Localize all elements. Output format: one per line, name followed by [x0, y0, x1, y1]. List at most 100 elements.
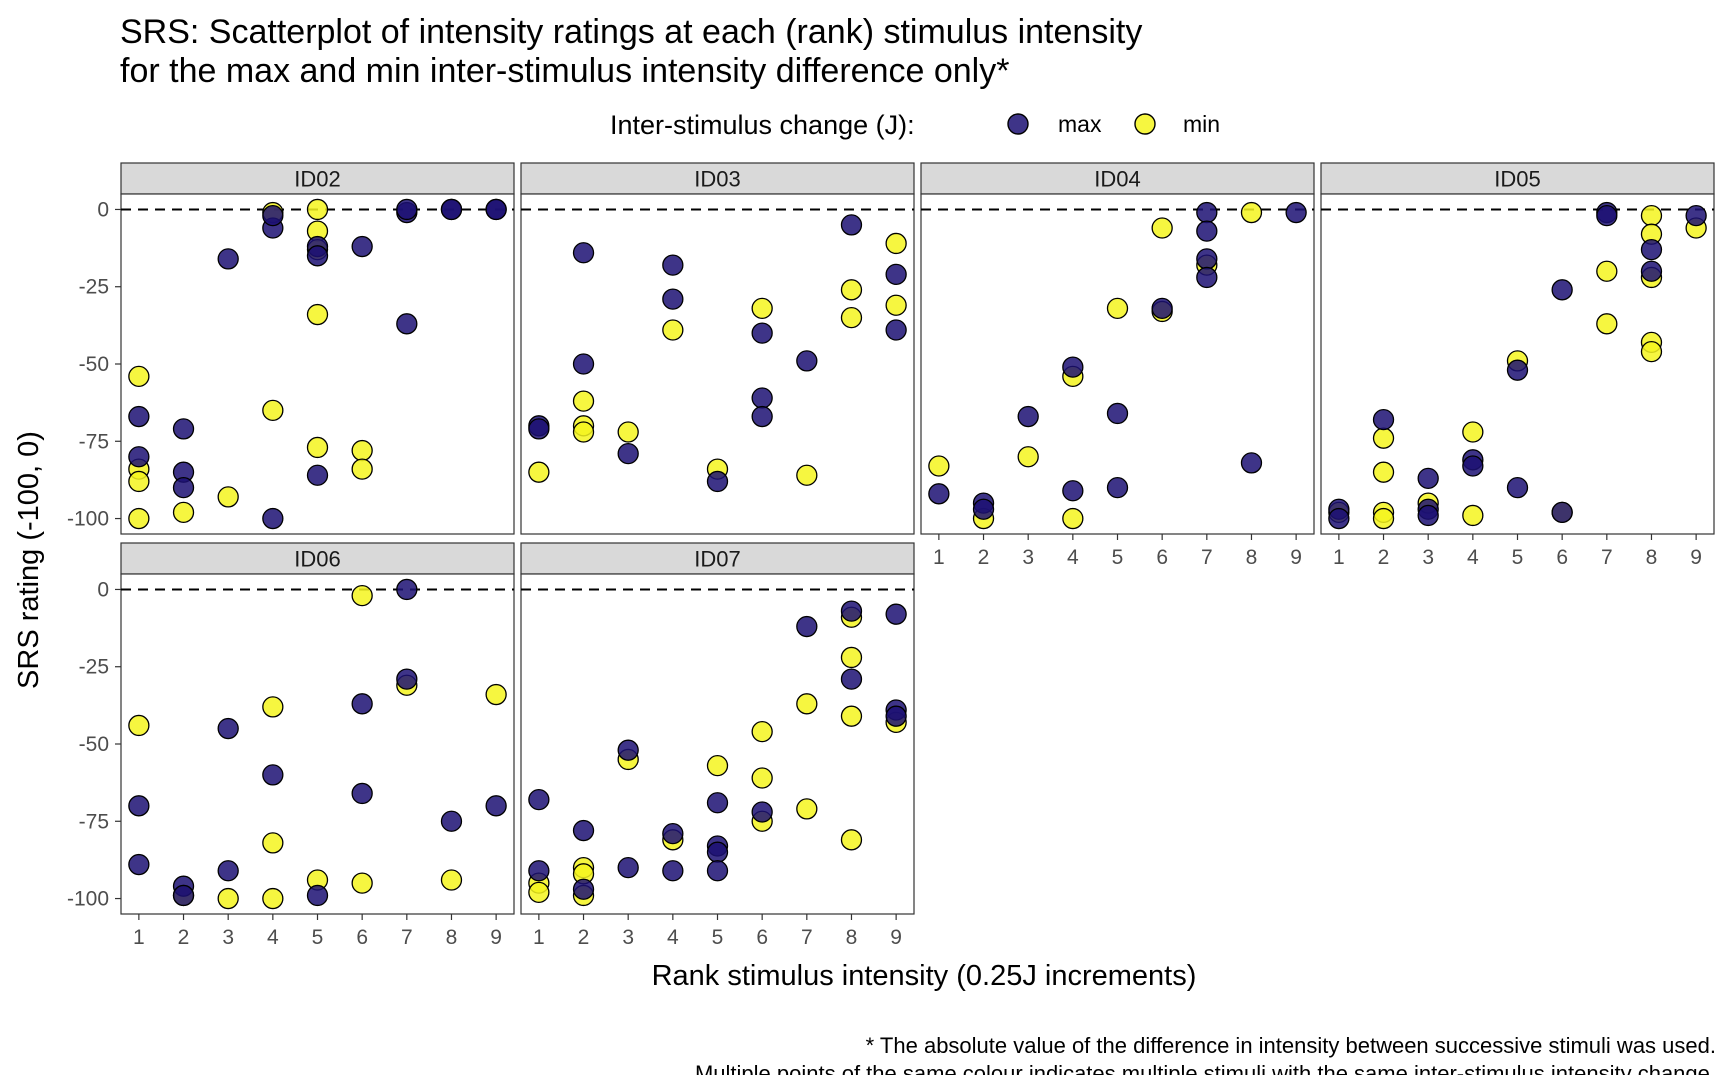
- point-max: [351, 782, 373, 805]
- point-max: [662, 860, 684, 882]
- x-axis-title: Rank stimulus intensity (0.25J increment…: [652, 960, 1197, 992]
- point-min: [662, 319, 684, 341]
- x-tick-label: 4: [1467, 546, 1479, 569]
- point-min: [1462, 421, 1484, 443]
- x-tick-label: 5: [1112, 546, 1124, 569]
- panel-id06: ID06 0 -25 -50 -75 -100 1 2 3 4 5 6 7 8 9: [67, 542, 515, 949]
- point-max: [706, 792, 729, 814]
- legend-title: Inter-stimulus change (J):: [610, 110, 915, 140]
- caption-line-1: * The absolute value of the difference i…: [866, 1033, 1716, 1058]
- x-tick-label: 1: [1333, 546, 1345, 569]
- point-max: [840, 668, 863, 690]
- x-tick-label: 8: [1246, 546, 1258, 569]
- point-max: [885, 603, 907, 625]
- y-tick-label: -25: [79, 276, 109, 299]
- point-max: [751, 405, 773, 428]
- point-max: [1240, 452, 1263, 474]
- point-min: [128, 365, 150, 388]
- point-min: [1372, 461, 1395, 483]
- point-min: [751, 720, 773, 743]
- point-max: [485, 198, 507, 221]
- point-max: [1685, 204, 1707, 227]
- point-max: [928, 483, 950, 505]
- point-max: [306, 884, 329, 907]
- point-max: [796, 350, 818, 372]
- point-min: [1106, 297, 1129, 320]
- point-max: [128, 795, 150, 817]
- point-min: [1017, 446, 1039, 468]
- point-max: [1640, 260, 1663, 282]
- point-max: [885, 319, 907, 341]
- y-tick-label: -50: [79, 353, 109, 376]
- point-min: [306, 198, 329, 221]
- point-max: [1106, 476, 1129, 499]
- x-tick-label: 8: [446, 926, 458, 949]
- x-tick-label: 9: [1290, 546, 1302, 569]
- chart-title-line-1: SRS: Scatterplot of intensity ratings at…: [120, 13, 1142, 51]
- point-max: [528, 418, 550, 440]
- point-min: [1462, 504, 1484, 527]
- x-tick-label: 5: [312, 926, 324, 949]
- point-min: [528, 881, 550, 904]
- point-min: [1640, 204, 1663, 227]
- point-min: [351, 458, 373, 480]
- point-max: [485, 795, 507, 817]
- point-max: [751, 387, 773, 409]
- point-min: [617, 421, 639, 443]
- x-tick-label: 2: [1378, 546, 1390, 569]
- x-tick-label: 1: [133, 926, 145, 949]
- x-tick-label: 6: [1556, 546, 1568, 569]
- point-min: [351, 872, 373, 894]
- point-max: [306, 245, 329, 267]
- panel-strip: [520, 162, 915, 195]
- point-max: [262, 507, 284, 530]
- point-max: [885, 705, 907, 727]
- x-tick-label: 8: [846, 926, 858, 949]
- x-tick-label: 2: [978, 546, 990, 569]
- y-tick-label: 0: [97, 198, 109, 221]
- point-min: [796, 798, 818, 820]
- point-max: [840, 600, 863, 622]
- panel-id02: ID02 0 -25 -50 -75 -100: [67, 162, 515, 535]
- x-tick-label: 3: [622, 926, 634, 949]
- x-tick-label: 3: [222, 926, 234, 949]
- legend: Inter-stimulus change (J): max min: [610, 110, 1220, 140]
- point-min: [306, 303, 329, 326]
- point-max: [662, 254, 684, 276]
- point-max: [528, 788, 550, 811]
- y-tick-label: -75: [79, 810, 109, 833]
- point-min: [306, 436, 329, 459]
- point-max: [1506, 359, 1529, 381]
- x-tick-label: 1: [533, 926, 545, 949]
- facet-panels: ID02 0 -25 -50 -75 -100 ID03 ID04 1 2 3 4 5 6 7 8 9 ID05 1…: [67, 162, 1715, 949]
- point-min: [128, 470, 150, 493]
- point-min: [262, 399, 284, 422]
- x-tick-label: 6: [356, 926, 368, 949]
- point-max: [572, 353, 595, 375]
- panel-strip: [120, 162, 515, 195]
- point-min: [1596, 313, 1618, 335]
- y-tick-label: -100: [67, 508, 109, 531]
- point-max: [396, 198, 418, 221]
- point-max: [751, 801, 773, 823]
- point-max: [1106, 402, 1129, 425]
- point-min: [840, 705, 863, 727]
- point-max: [172, 476, 195, 499]
- panel-strip-label: ID07: [694, 547, 740, 572]
- point-max: [617, 739, 639, 761]
- point-max: [440, 810, 463, 832]
- point-max: [262, 204, 284, 227]
- x-tick-label: 6: [1156, 546, 1168, 569]
- chart-title-line-2: for the max and min inter-stimulus inten…: [120, 52, 1009, 90]
- y-tick-label: -75: [79, 430, 109, 453]
- point-max: [1017, 405, 1039, 428]
- x-tick-label: 2: [578, 926, 590, 949]
- point-max: [128, 405, 150, 428]
- point-max: [396, 668, 418, 690]
- point-max: [217, 860, 239, 882]
- point-min: [485, 683, 507, 706]
- y-tick-label: -100: [67, 888, 109, 911]
- x-tick-label: 3: [1022, 546, 1034, 569]
- point-max: [217, 248, 239, 270]
- point-max: [1372, 408, 1395, 431]
